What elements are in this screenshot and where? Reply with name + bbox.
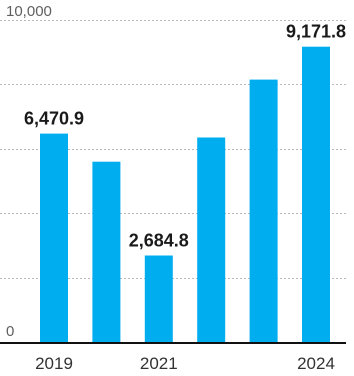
data-label-2019: 6,470.9 — [24, 109, 84, 129]
bar-2020 — [92, 161, 121, 342]
y-tick-label-0: 0 — [6, 323, 14, 340]
bars — [40, 46, 330, 342]
data-labels: 6,470.9 2,684.8 9,171.8 — [24, 22, 346, 251]
data-label-2024: 9,171.8 — [286, 22, 346, 42]
bar-2019 — [40, 133, 68, 342]
bar-2024 — [302, 46, 330, 342]
x-tick-label-2024: 2024 — [297, 354, 335, 373]
x-tick-label-2019: 2019 — [35, 354, 73, 373]
data-label-2021: 2,684.8 — [129, 231, 189, 251]
bar-2021 — [144, 255, 173, 342]
y-axis-tick-labels: 0 10,000 — [6, 3, 52, 340]
bar-2023 — [249, 79, 278, 342]
bar-2022 — [197, 137, 226, 342]
y-tick-label-10000: 10,000 — [6, 3, 52, 20]
x-axis-tick-labels: 2019 2021 2024 — [35, 354, 335, 373]
x-tick-label-2021: 2021 — [140, 354, 178, 373]
